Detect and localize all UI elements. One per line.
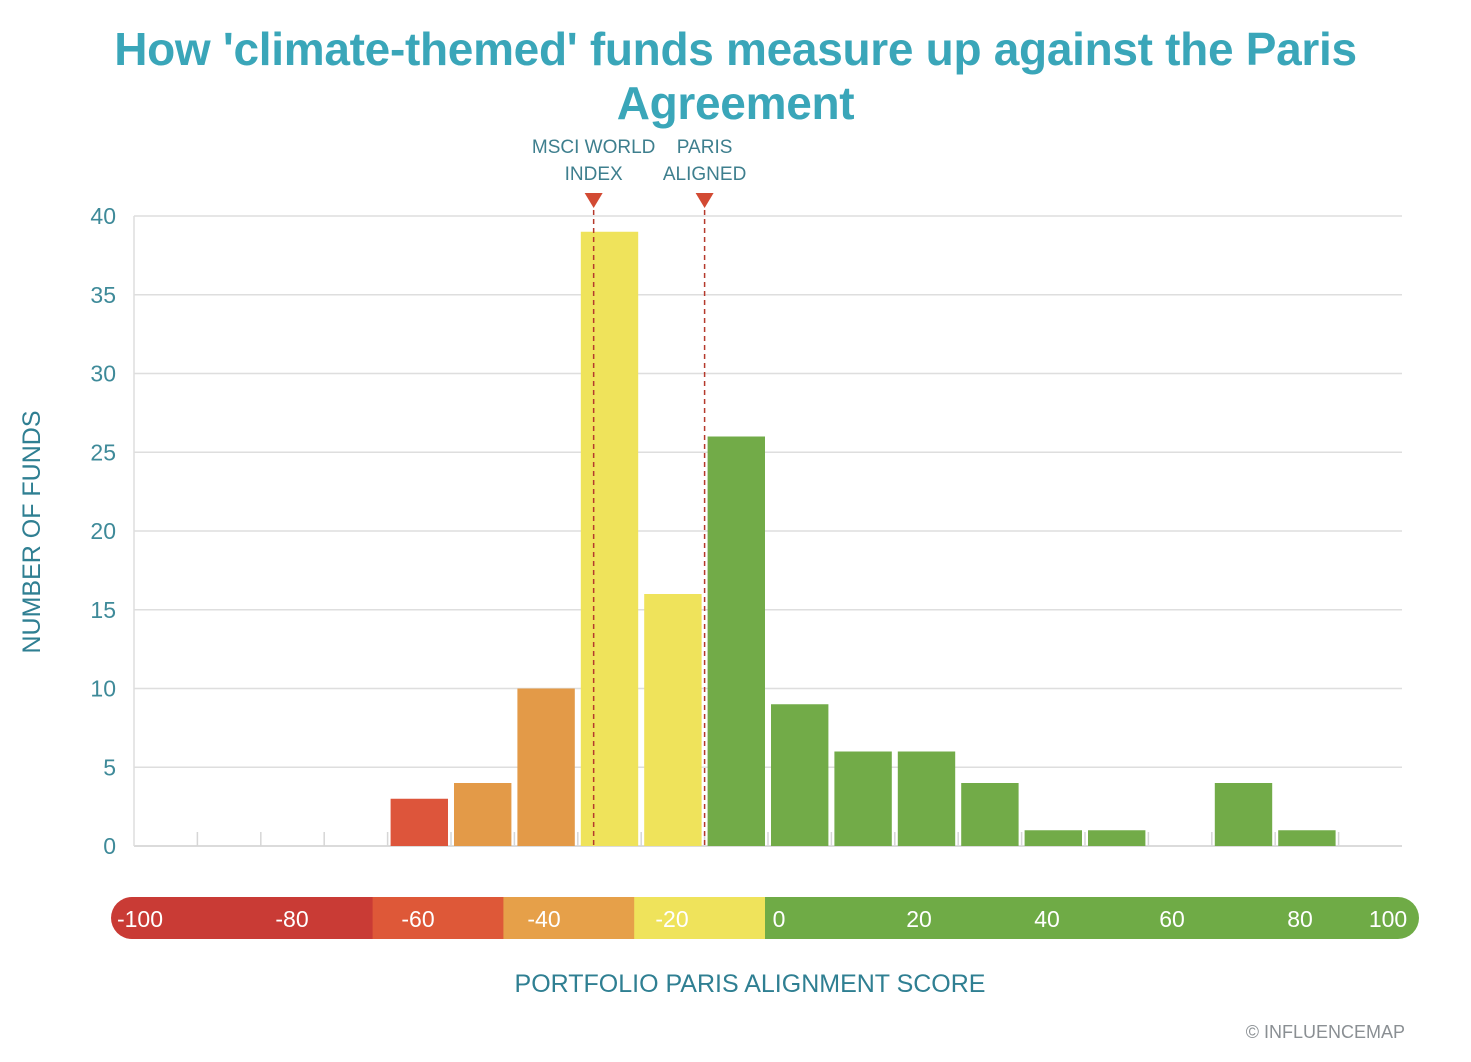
reference-markers: MSCI WORLD INDEX PARIS ALIGNED [532, 137, 746, 846]
histogram-bar [1214, 783, 1273, 846]
chart-title: How 'climate-themed' funds measure up ag… [114, 23, 1357, 129]
histogram-bar [390, 798, 448, 846]
y-tick-label: 35 [90, 282, 116, 308]
scale-tick-label: 20 [906, 906, 932, 932]
histogram-bar [517, 688, 575, 846]
msci-marker-label: MSCI WORLD [532, 137, 656, 158]
histogram-bar [771, 704, 829, 846]
histogram-bar [1024, 830, 1082, 846]
y-tick-label: 25 [90, 439, 116, 465]
y-tick-label: 20 [90, 518, 116, 544]
scale-tick-label: -20 [655, 906, 688, 932]
y-tick-label: 10 [90, 676, 116, 702]
x-axis-title: PORTFOLIO PARIS ALIGNMENT SCORE [515, 970, 986, 998]
scale-tick-label: 40 [1034, 906, 1060, 932]
y-tick-label: 30 [90, 361, 116, 387]
score-color-scale: -100 -80 -60 -40 -20 0 20 40 60 80 100 [111, 897, 1419, 939]
y-tick-label: 5 [103, 754, 116, 780]
scale-tick-label: -60 [401, 906, 434, 932]
histogram-bar [644, 594, 702, 846]
paris-marker-label: PARIS [677, 137, 733, 158]
y-tick-label: 40 [90, 203, 116, 229]
scale-segment [765, 897, 1419, 939]
histogram-bar [961, 783, 1019, 846]
scale-tick-label: -80 [275, 906, 308, 932]
bars [390, 231, 1336, 846]
paris-marker-label: ALIGNED [663, 164, 746, 185]
paris-marker-triangle [695, 193, 714, 208]
x-axis-minor-ticks [196, 832, 1340, 846]
scale-tick-label: 80 [1287, 906, 1313, 932]
histogram-bar [454, 783, 512, 846]
copyright-credit: © INFLUENCEMAP [1245, 1022, 1405, 1042]
histogram-bar [897, 751, 956, 846]
scale-segment [503, 897, 635, 939]
histogram-bar [1278, 830, 1336, 846]
y-axis-ticks: 0 5 10 15 20 25 30 35 40 [90, 203, 116, 859]
histogram-bar [834, 751, 892, 846]
histogram-bar [707, 436, 765, 846]
msci-marker-label: INDEX [565, 164, 623, 185]
gridlines [133, 215, 1402, 847]
scale-tick-label: -40 [527, 906, 560, 932]
scale-tick-label: 0 [773, 906, 786, 932]
scale-segments [111, 897, 1419, 939]
y-tick-label: 15 [90, 597, 116, 623]
scale-segment [111, 897, 374, 939]
histogram-bar [1088, 830, 1146, 846]
scale-tick-label: -100 [117, 906, 163, 932]
scale-segment [634, 897, 766, 939]
scale-tick-label: 60 [1159, 906, 1185, 932]
y-tick-label: 0 [103, 833, 116, 859]
y-axis-title: NUMBER OF FUNDS [18, 410, 46, 653]
scale-segment [372, 897, 504, 939]
histogram-bar [580, 231, 639, 846]
msci-marker-triangle [584, 193, 603, 208]
scale-tick-label: 100 [1369, 906, 1407, 932]
